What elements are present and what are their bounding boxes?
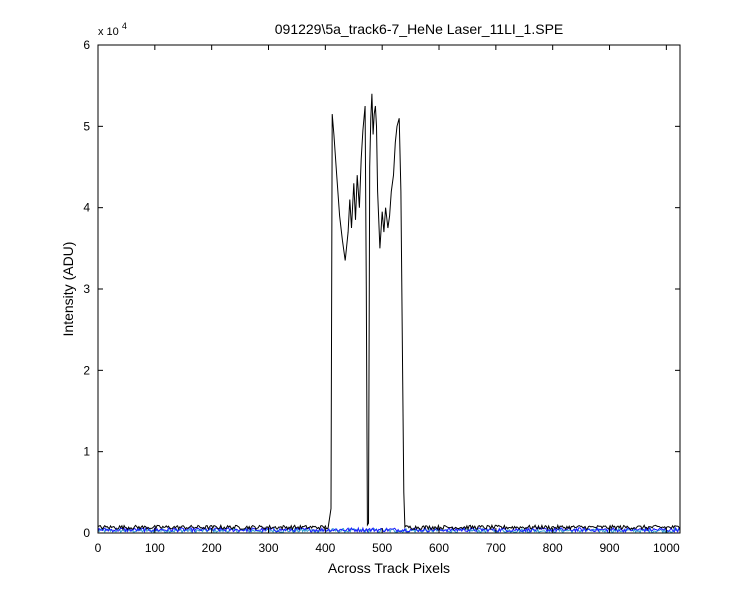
x-tick-label: 500 <box>372 541 392 555</box>
x-tick-label: 700 <box>486 541 506 555</box>
x-tick-label: 900 <box>600 541 620 555</box>
x-tick-label: 600 <box>429 541 449 555</box>
x-tick-label: 0 <box>95 541 102 555</box>
series-line-2 <box>97 526 681 534</box>
y-axis-exponent: x 10 4 <box>98 21 127 38</box>
chart-title: 091229\5a_track6-7_HeNe Laser_11LI_1.SPE <box>275 21 564 37</box>
y-tick-label: 3 <box>83 282 90 296</box>
y-axis-exponent-power: 4 <box>122 21 127 31</box>
series-layer <box>97 93 681 534</box>
x-axis: 0 100 200 300 400 500 600 700 800 900 1000 <box>95 45 680 555</box>
y-tick-label: 5 <box>83 119 90 133</box>
x-tick-label: 800 <box>543 541 563 555</box>
x-tick-label: 400 <box>315 541 335 555</box>
series-line-1 <box>97 93 681 531</box>
x-axis-label: Across Track Pixels <box>328 560 450 576</box>
y-tick-label: 0 <box>83 526 90 540</box>
y-tick-label: 4 <box>83 201 90 215</box>
y-tick-label: 1 <box>83 445 90 459</box>
x-tick-label: 300 <box>258 541 278 555</box>
y-tick-label: 2 <box>83 363 90 377</box>
y-axis-label: Intensity (ADU) <box>60 242 76 337</box>
y-axis: 0 1 2 3 4 5 6 <box>83 38 680 540</box>
y-tick-label: 6 <box>83 38 90 52</box>
x-tick-label: 100 <box>145 541 165 555</box>
x-tick-label: 200 <box>202 541 222 555</box>
y-axis-exponent-base: x 10 <box>98 26 119 38</box>
x-tick-label: 1000 <box>653 541 680 555</box>
